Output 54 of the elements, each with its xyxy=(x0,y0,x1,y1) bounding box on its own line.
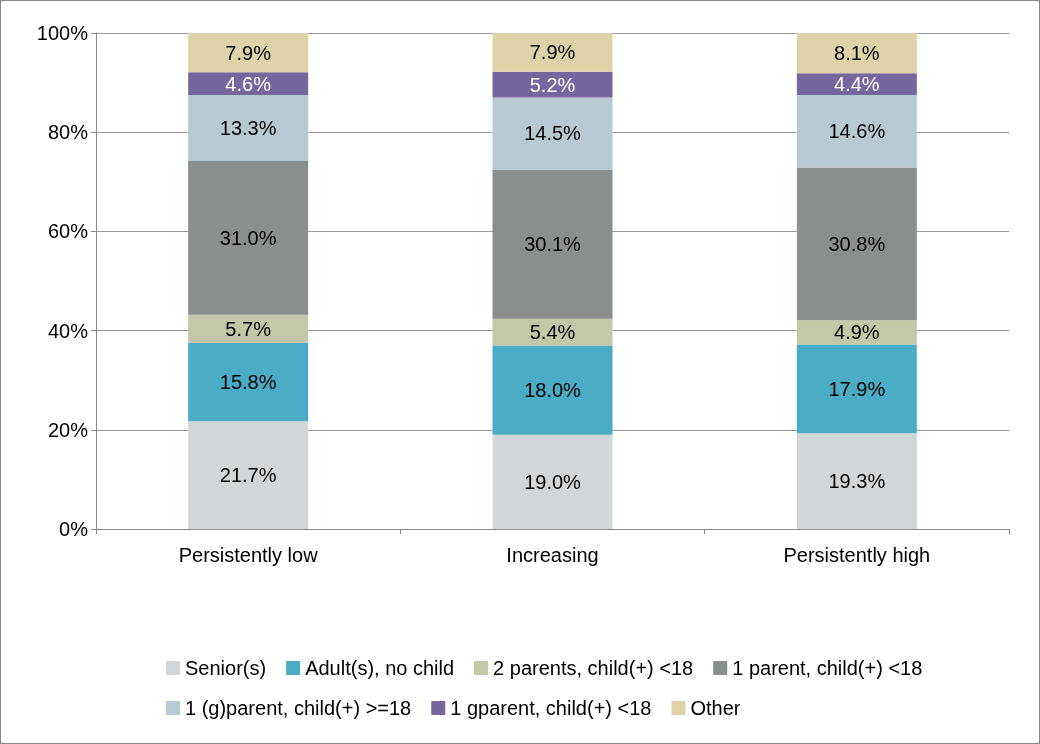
data-label: 30.1% xyxy=(524,233,582,256)
data-label: 14.5% xyxy=(524,122,582,145)
data-label: 4.4% xyxy=(834,73,880,96)
legend-label: Adult(s), no child xyxy=(305,657,455,679)
data-label: 14.6% xyxy=(828,120,886,143)
legend-label: 1 parent, child(+) <18 xyxy=(732,657,923,679)
bar xyxy=(796,433,917,529)
y-tick-label: 20% xyxy=(47,418,89,441)
bar xyxy=(796,167,917,321)
bar xyxy=(188,33,309,73)
bar xyxy=(188,95,309,161)
bar xyxy=(188,421,309,529)
data-label: 21.7% xyxy=(219,464,277,487)
y-tick-label: 40% xyxy=(47,319,89,342)
data-label: 5.4% xyxy=(529,321,576,344)
bar xyxy=(188,72,309,95)
x-tick-label: Increasing xyxy=(506,544,599,566)
data-label: 19.0% xyxy=(524,470,582,493)
data-label: 15.8% xyxy=(219,371,277,394)
data-label: 5.7% xyxy=(225,317,272,340)
legend-label: Other xyxy=(690,697,741,719)
data-label: 18.0% xyxy=(524,379,582,402)
bar xyxy=(796,95,917,168)
x-tick-label: Persistently low xyxy=(178,544,319,566)
data-label: 7.9% xyxy=(225,41,272,64)
bar xyxy=(492,345,613,435)
bar xyxy=(796,344,917,434)
data-label: 4.6% xyxy=(225,72,272,95)
data-label: 7.9% xyxy=(529,41,576,64)
legend-label: 2 parents, child(+) <18 xyxy=(493,657,694,679)
bar xyxy=(188,343,309,422)
bar xyxy=(188,160,309,315)
data-label: 31.0% xyxy=(219,226,277,249)
legend-label: Senior(s) xyxy=(185,657,267,679)
data-label: 17.9% xyxy=(828,377,886,400)
data-label: 30.8% xyxy=(828,232,886,255)
data-label: 19.3% xyxy=(828,470,886,493)
data-label: 13.3% xyxy=(219,116,277,139)
bar xyxy=(492,434,613,529)
data-label: 4.9% xyxy=(834,321,880,344)
legend-label: 1 (g)parent, child(+) >=18 xyxy=(185,697,412,719)
y-tick-label: 0% xyxy=(59,518,89,540)
bar xyxy=(492,33,613,72)
bar xyxy=(492,169,613,319)
data-label: 8.1% xyxy=(834,42,880,65)
bar xyxy=(796,33,917,74)
bar xyxy=(188,314,309,343)
data-label: 5.2% xyxy=(529,73,576,96)
legend-label: 1 gparent, child(+) <18 xyxy=(450,697,652,719)
y-tick-label: 80% xyxy=(47,121,89,144)
y-tick-label: 60% xyxy=(47,220,89,243)
bar xyxy=(492,97,613,170)
x-tick-label: Persistently high xyxy=(783,544,931,566)
y-tick-label: 100% xyxy=(36,22,89,44)
